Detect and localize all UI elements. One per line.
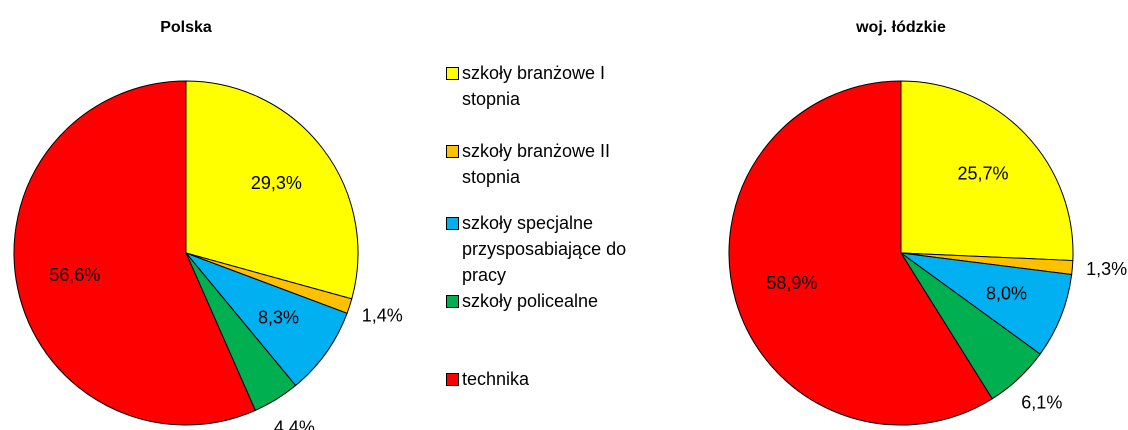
legend-label: szkoły policealne: [462, 291, 599, 311]
data-label: 29,3%: [251, 173, 302, 193]
data-label: 8,3%: [258, 308, 299, 328]
pie-slice: [13, 80, 256, 426]
data-label: 1,4%: [362, 306, 403, 326]
legend-entry: szkoły specjalne przysposabiające do pra…: [446, 210, 662, 288]
data-label: 6,1%: [1021, 393, 1062, 413]
data-label: 56,6%: [49, 265, 100, 285]
pie-slice: [184, 251, 348, 387]
chart-title: Polska: [160, 19, 212, 36]
legend-label: szkoły specjalne przysposabiające do pra…: [462, 213, 627, 285]
data-label: 8,0%: [986, 284, 1027, 304]
data-label: 58,9%: [766, 273, 817, 293]
data-label: 25,7%: [957, 163, 1008, 183]
pie-slice: [185, 80, 359, 300]
legend-entry: szkoły branżowe II stopnia: [446, 138, 662, 190]
data-label: 4.4%: [274, 417, 315, 430]
legend-entry: szkoły branżowe I stopnia: [446, 60, 662, 112]
legend-swatch: [446, 373, 459, 386]
legend-label: technika: [462, 369, 530, 389]
data-label: 1,3%: [1086, 259, 1127, 279]
legend-swatch: [446, 67, 459, 80]
legend-swatch: [446, 145, 459, 158]
legend-swatch: [446, 295, 459, 308]
legend-label: szkoły branżowe II stopnia: [462, 141, 611, 187]
legend-swatch: [446, 217, 459, 230]
pie-slice: [728, 80, 993, 426]
legend-entry: szkoły policealne: [446, 288, 662, 314]
legend-label: szkoły branżowe I stopnia: [462, 63, 606, 109]
chart-title: woj. łódzkie: [855, 19, 946, 36]
pie-slice: [900, 80, 1074, 262]
legend-entry: technika: [446, 366, 662, 392]
